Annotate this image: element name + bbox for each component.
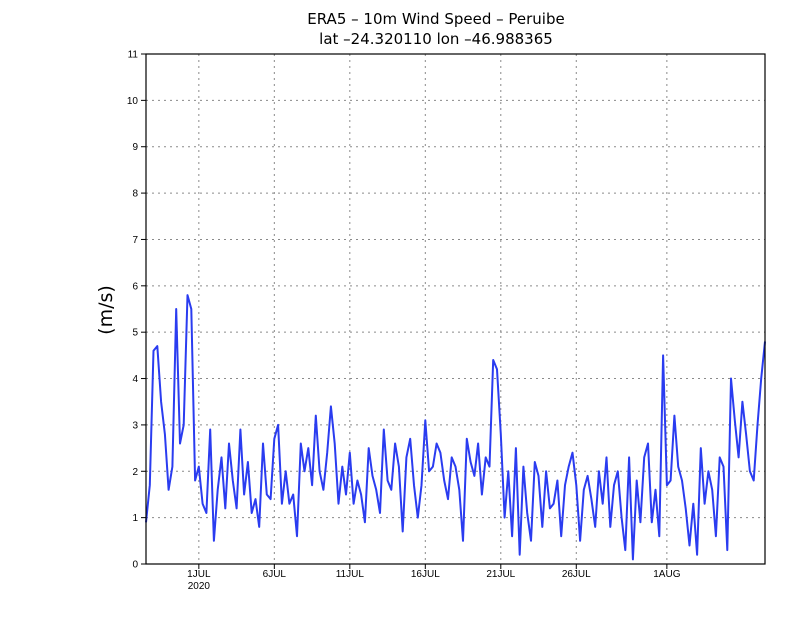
grid-lines	[146, 54, 765, 564]
chart-subtitle: lat –24.320110 lon –46.988365	[319, 30, 553, 48]
x-tick-label: 1JUL	[187, 569, 211, 580]
y-tick-label: 1	[132, 513, 138, 524]
y-tick-label: 6	[132, 281, 138, 292]
y-tick-label: 3	[132, 420, 138, 431]
x-tick-sublabel: 2020	[188, 581, 211, 592]
x-tick-label: 21JUL	[486, 569, 515, 580]
x-tick-label: 1AUG	[653, 569, 680, 580]
y-axis-label: (m/s)	[95, 285, 117, 335]
wind-speed-line	[145, 294, 766, 561]
y-tick-label: 11	[128, 50, 139, 61]
chart-title: ERA5 – 10m Wind Speed – Peruibe	[307, 10, 564, 28]
y-tick-label: 9	[132, 142, 138, 153]
y-axis: 0 1 2 3 4 5 6 7 8 9 10 11	[127, 50, 146, 571]
plot-frame	[145, 53, 766, 565]
x-tick-label: 11JUL	[336, 569, 365, 580]
y-tick-label: 2	[132, 467, 138, 478]
y-tick-label: 4	[132, 374, 138, 385]
y-tick-label: 10	[127, 96, 139, 107]
x-tick-label: 26JUL	[562, 569, 591, 580]
x-tick-label: 6JUL	[263, 569, 287, 580]
y-tick-label: 0	[132, 560, 138, 571]
x-tick-label: 16JUL	[411, 569, 440, 580]
y-tick-label: 7	[132, 235, 138, 246]
series-layer	[145, 294, 766, 561]
y-tick-label: 8	[132, 189, 138, 200]
y-tick-label: 5	[132, 328, 138, 339]
